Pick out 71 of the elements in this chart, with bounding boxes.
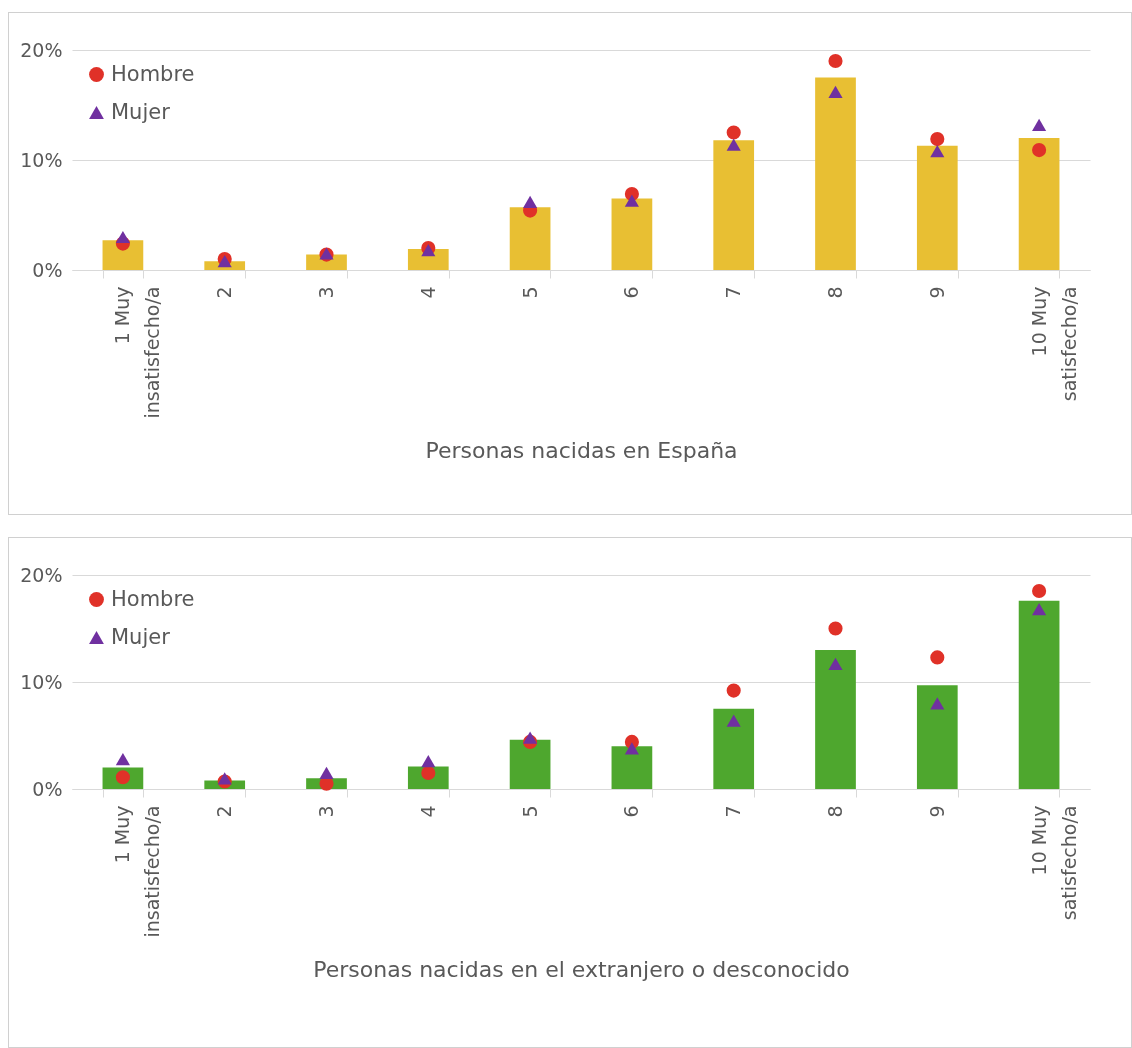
x-tick-label: 7 <box>722 805 745 818</box>
bar <box>916 145 958 270</box>
bar <box>1018 138 1060 270</box>
x-tick-label: 2 <box>213 805 236 818</box>
point <box>726 138 741 151</box>
x-tick-label: 9 <box>925 805 948 818</box>
bar <box>509 739 551 789</box>
point <box>726 714 741 727</box>
x-tick-label: 1 Muy insatisfecho/a <box>111 286 164 419</box>
x-axis-title: Personas nacidas en el extranjero o desconocido <box>313 956 850 982</box>
y-tick-label: 0% <box>32 777 63 800</box>
point <box>726 683 741 698</box>
bar <box>713 140 755 270</box>
legend-label: Hombre <box>111 586 195 611</box>
bar <box>509 207 551 270</box>
x-tick-label: 5 <box>518 805 541 818</box>
point <box>726 125 741 140</box>
bar <box>611 746 653 789</box>
point <box>319 766 334 780</box>
point <box>1032 603 1047 616</box>
point <box>421 244 436 257</box>
bar <box>916 685 958 789</box>
x-tick-label: 5 <box>518 286 541 299</box>
bar <box>815 649 856 789</box>
point <box>1032 583 1047 599</box>
x-tick-label: 3 <box>315 805 337 818</box>
x-tick-label: 6 <box>620 805 643 818</box>
x-tick-label: 2 <box>213 286 236 299</box>
legend-label: Hombre <box>111 61 195 86</box>
x-tick-label: 4 <box>416 286 439 299</box>
point <box>115 230 130 244</box>
x-tick-label: 1 Muy insatisfecho/a <box>111 805 164 938</box>
point <box>115 752 130 766</box>
x-tick-label: 8 <box>824 286 846 299</box>
point <box>930 145 945 158</box>
point <box>217 255 232 268</box>
point <box>828 53 843 69</box>
point <box>1032 118 1047 131</box>
point <box>828 657 843 670</box>
point <box>930 697 945 710</box>
y-tick-label: 10% <box>20 148 63 171</box>
bar <box>815 77 856 270</box>
x-tick-label: 9 <box>925 286 948 299</box>
point <box>828 85 843 98</box>
x-tick-label: 4 <box>416 805 439 818</box>
point <box>624 742 639 755</box>
bar <box>713 708 755 789</box>
x-tick-label: 7 <box>722 286 745 299</box>
x-tick-label: 6 <box>620 286 643 299</box>
point <box>523 731 538 744</box>
x-tick-label: 10 Muy satisfecho/a <box>1027 805 1080 921</box>
x-tick-label: 10 Muy satisfecho/a <box>1027 286 1080 402</box>
bar <box>1018 600 1060 789</box>
point <box>828 621 843 636</box>
point <box>421 755 436 768</box>
y-tick-label: 20% <box>20 563 63 586</box>
y-tick-label: 0% <box>32 258 63 281</box>
bar <box>611 198 653 270</box>
point <box>1032 143 1047 158</box>
x-axis-title: Personas nacidas en España <box>425 437 738 463</box>
y-tick-label: 10% <box>20 670 63 693</box>
y-tick-label: 20% <box>20 38 63 61</box>
point <box>930 132 945 147</box>
x-tick-label: 3 <box>315 286 337 299</box>
legend-label: Mujer <box>111 624 171 649</box>
legend-label: Mujer <box>111 99 171 124</box>
point <box>217 772 232 785</box>
x-tick-label: 8 <box>824 805 846 818</box>
point <box>930 650 945 665</box>
point <box>624 194 639 207</box>
point <box>523 195 538 208</box>
